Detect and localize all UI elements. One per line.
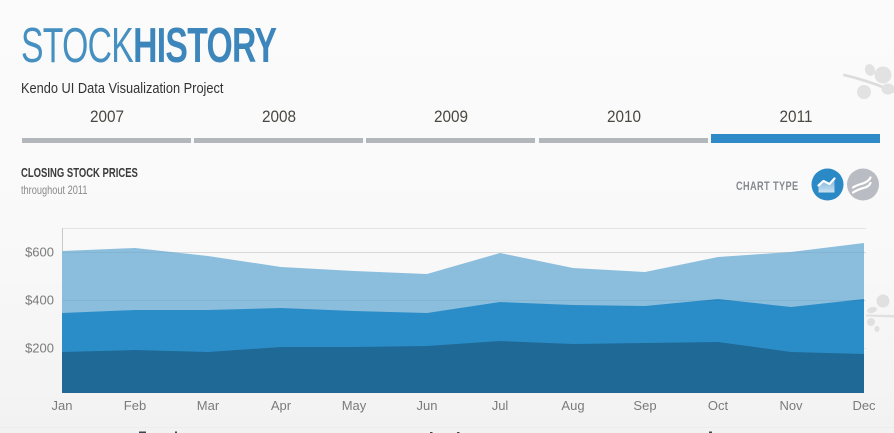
svg-text:Jun: Jun xyxy=(417,398,438,413)
svg-text:$400: $400 xyxy=(25,293,54,308)
svg-text:Nov: Nov xyxy=(779,398,803,413)
svg-text:Mar: Mar xyxy=(197,398,220,413)
svg-text:Dec: Dec xyxy=(852,398,876,413)
svg-text:$600: $600 xyxy=(25,245,54,260)
svg-text:Aug: Aug xyxy=(561,398,584,413)
svg-text:Jan: Jan xyxy=(52,398,73,413)
svg-text:$200: $200 xyxy=(25,341,54,356)
svg-text:May: May xyxy=(342,398,367,413)
svg-text:Feb: Feb xyxy=(124,398,146,413)
svg-text:Apr: Apr xyxy=(271,398,292,413)
svg-text:Jul: Jul xyxy=(492,398,509,413)
svg-text:Sep: Sep xyxy=(633,398,656,413)
svg-text:Oct: Oct xyxy=(708,398,729,413)
